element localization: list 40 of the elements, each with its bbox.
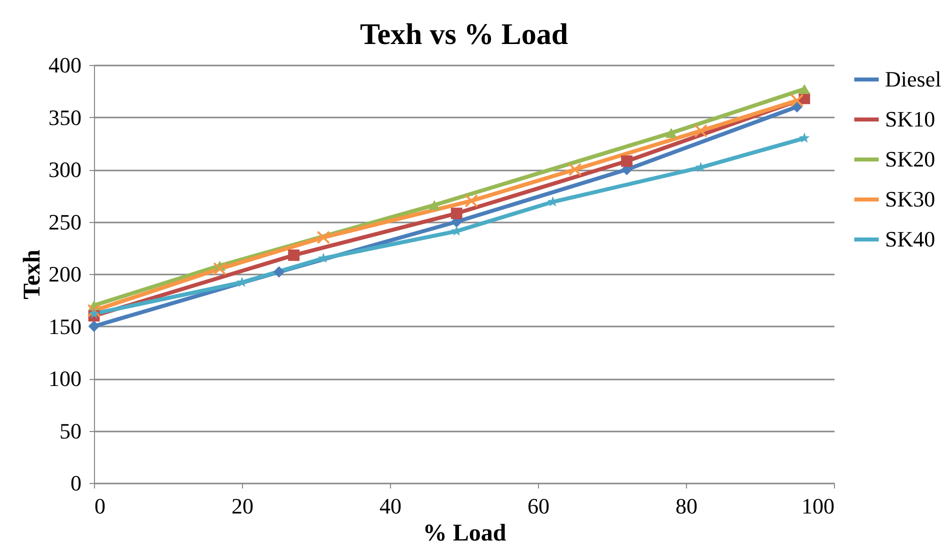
point bbox=[316, 230, 330, 244]
y-tick-label: 300 bbox=[48, 157, 82, 182]
point bbox=[273, 266, 285, 278]
point bbox=[88, 308, 100, 318]
legend-label: SK30 bbox=[885, 186, 936, 212]
x-tick-label: 40 bbox=[380, 494, 402, 518]
point bbox=[568, 162, 582, 176]
point bbox=[790, 94, 804, 108]
y-tick-label: 200 bbox=[48, 262, 82, 286]
point bbox=[798, 84, 810, 94]
x-axis-title: % Load bbox=[422, 520, 507, 546]
point bbox=[288, 249, 300, 261]
x-tick-label: 60 bbox=[528, 494, 550, 518]
point bbox=[694, 124, 708, 138]
point bbox=[428, 200, 440, 210]
legend-label: Diesel bbox=[885, 66, 942, 92]
point bbox=[213, 262, 226, 276]
y-tick-label: 350 bbox=[48, 104, 82, 130]
legend-label: SK10 bbox=[885, 106, 936, 132]
point bbox=[464, 194, 478, 208]
point bbox=[621, 155, 632, 167]
y-tick-label: 150 bbox=[48, 314, 82, 339]
chart-title: Texh vs % Load bbox=[360, 18, 568, 51]
x-tick-label: 100 bbox=[802, 494, 834, 518]
point bbox=[798, 132, 810, 143]
y-tick-label: 50 bbox=[60, 418, 82, 444]
point bbox=[666, 128, 677, 138]
y-tick-label: 400 bbox=[48, 52, 82, 78]
y-tick-label: 0 bbox=[70, 470, 82, 496]
x-tick-label: 20 bbox=[232, 494, 254, 518]
y-tick-label: 250 bbox=[48, 209, 82, 234]
point bbox=[88, 320, 100, 332]
point bbox=[450, 208, 462, 220]
y-tick-label: 100 bbox=[48, 366, 82, 391]
point bbox=[87, 304, 101, 318]
x-tick-label: 80 bbox=[676, 494, 698, 518]
x-tick-label: 0 bbox=[94, 494, 106, 518]
y-axis-title: Texh bbox=[20, 250, 46, 300]
legend-label: SK20 bbox=[885, 146, 936, 172]
legend-label: SK40 bbox=[885, 226, 936, 252]
